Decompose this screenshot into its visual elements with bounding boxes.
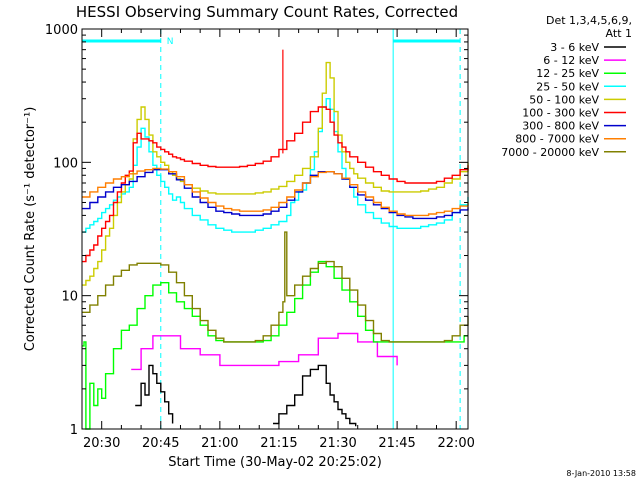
x-tick-label: 20:45 bbox=[142, 436, 179, 451]
legend-label-0: 3 - 6 keV bbox=[550, 41, 599, 54]
legend-label-8: 7000 - 20000 keV bbox=[501, 146, 599, 159]
series-line-6 bbox=[82, 169, 469, 220]
plot-area: N bbox=[81, 29, 469, 430]
legend-label-2: 12 - 25 keV bbox=[536, 67, 599, 80]
x-tick-label: 21:45 bbox=[378, 436, 415, 451]
x-tick-label: 22:00 bbox=[437, 436, 474, 451]
footer-date: 8-Jan-2010 13:58 bbox=[566, 469, 636, 478]
y-tick-label: 1000 bbox=[45, 23, 78, 38]
legend-label-1: 6 - 12 keV bbox=[543, 54, 599, 67]
legend-header-line1: Det 1,3,4,5,6,9, bbox=[546, 14, 632, 27]
legend-label-5: 100 - 300 keV bbox=[522, 107, 599, 120]
series-line-5 bbox=[82, 106, 469, 263]
series-line-3 bbox=[82, 98, 469, 233]
x-tick-label: 21:15 bbox=[260, 436, 297, 451]
legend-label-4: 50 - 100 keV bbox=[529, 93, 599, 106]
legend-label-6: 300 - 800 keV bbox=[522, 120, 599, 133]
series-line-7 bbox=[82, 167, 469, 217]
x-tick-label: 20:30 bbox=[83, 436, 120, 451]
plot-frame bbox=[81, 28, 469, 430]
y-axis: 1 10 100 1000 bbox=[45, 23, 468, 438]
flag-label-N: N bbox=[167, 37, 174, 47]
series-line-0 bbox=[135, 364, 357, 427]
legend-label-7: 800 - 7000 keV bbox=[515, 133, 599, 146]
series-line-4 bbox=[82, 61, 469, 286]
x-tick-label: 21:30 bbox=[319, 436, 356, 451]
legend-header-line2: Att 1 bbox=[606, 27, 632, 40]
legend-label-3: 25 - 50 keV bbox=[536, 80, 599, 93]
y-axis-label: Corrected Count Rate (s⁻¹ detector⁻¹) bbox=[23, 107, 38, 352]
x-axis: 20:30 20:45 21:00 21:15 21:30 21:45 22:00 bbox=[81, 29, 475, 451]
y-tick-label: 100 bbox=[53, 156, 78, 171]
series-line-1 bbox=[131, 332, 398, 371]
chart-title: HESSI Observing Summary Count Rates, Cor… bbox=[76, 3, 458, 21]
x-tick-label: 21:00 bbox=[201, 436, 238, 451]
y-tick-label: 10 bbox=[61, 290, 78, 305]
series-line-2 bbox=[82, 260, 468, 430]
series-line-8 bbox=[82, 231, 469, 343]
x-axis-label: Start Time (30-May-02 20:25:02) bbox=[168, 455, 382, 470]
y-tick-label: 1 bbox=[70, 423, 78, 438]
